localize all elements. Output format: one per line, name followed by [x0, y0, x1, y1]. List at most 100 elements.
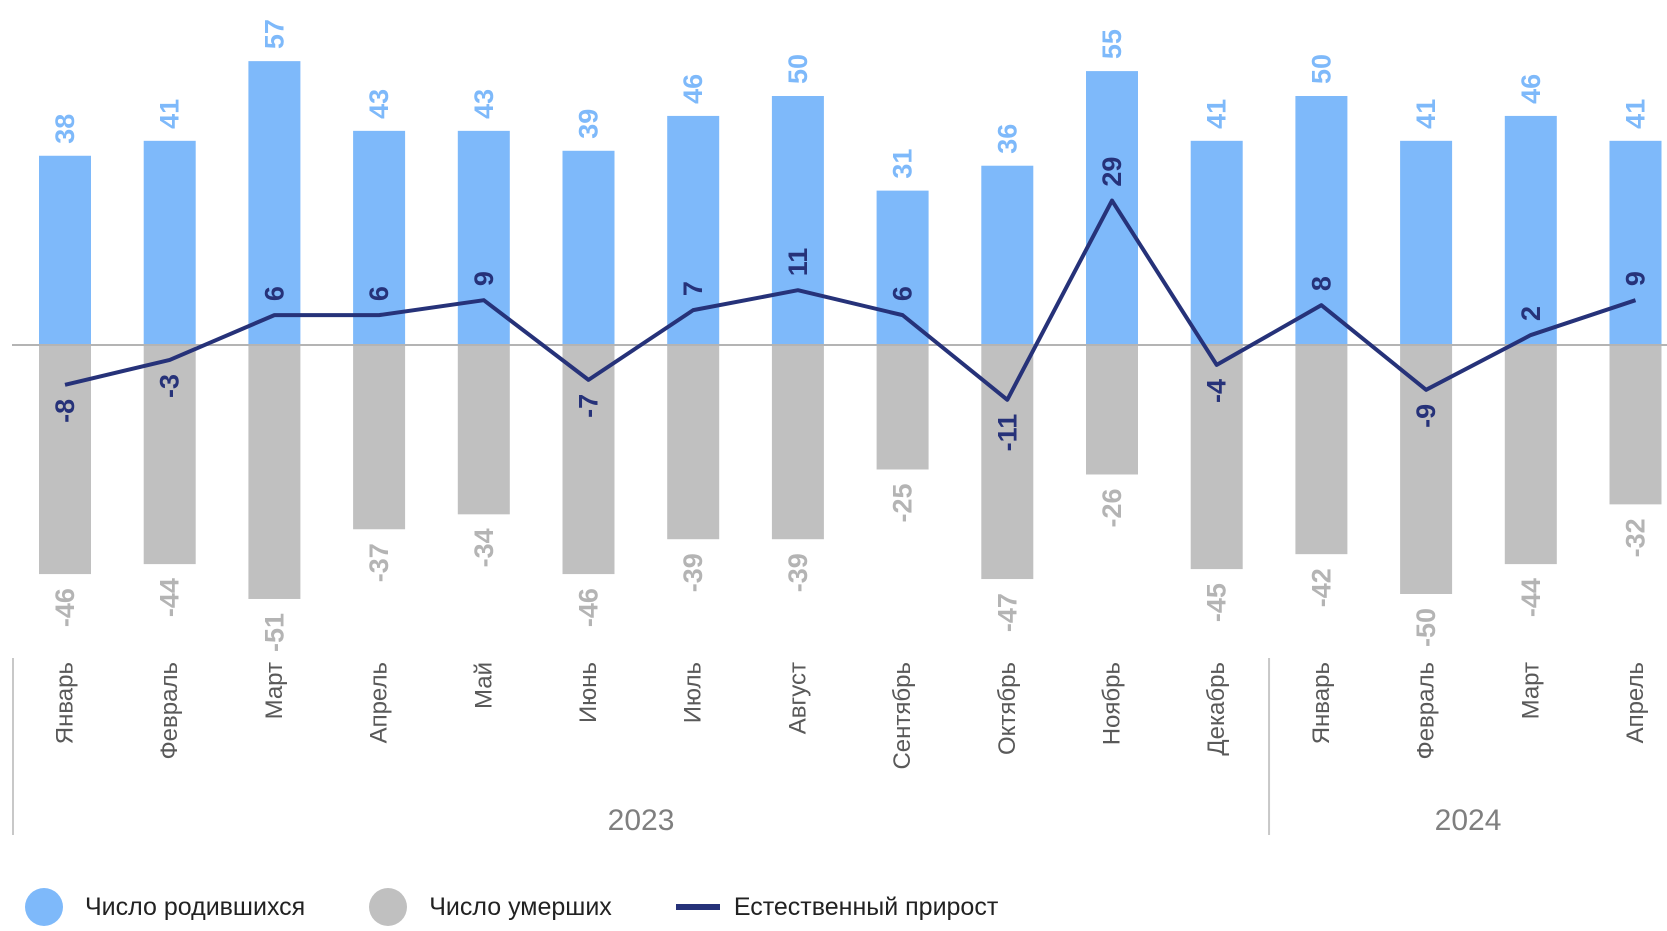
data-label-growth: -7 [574, 394, 604, 418]
tick-label-month: Октябрь [994, 662, 1021, 755]
data-label-births: 43 [364, 89, 394, 119]
data-label-births: 39 [574, 109, 604, 139]
data-label-births: 43 [469, 89, 499, 119]
tick-label-month: Июнь [575, 662, 602, 723]
legend-swatch-growth [675, 904, 720, 910]
bar-deaths [876, 345, 929, 470]
data-label-births: 55 [1097, 29, 1127, 59]
bar-deaths [771, 345, 824, 540]
legend-label-births: Число родившихся [85, 892, 306, 921]
data-label-deaths: -26 [1097, 488, 1127, 527]
data-label-births: 57 [259, 19, 289, 49]
data-label-births: 50 [783, 54, 813, 84]
data-label-births: 41 [155, 99, 185, 129]
group-label-year: 2024 [1435, 804, 1502, 837]
data-label-growth: 9 [469, 271, 499, 286]
tick-label-month: Июль [680, 662, 707, 723]
tick-label-month: Ноябрь [1099, 662, 1126, 745]
legend-label-growth: Естественный прирост [733, 892, 999, 921]
bar-births [143, 140, 196, 345]
data-label-births: 36 [992, 124, 1022, 154]
bar-deaths [667, 345, 720, 540]
bar-births [1504, 115, 1557, 345]
data-label-growth: 6 [259, 286, 289, 301]
chart: 38-46-841-44-357-51643-37643-34939-46-74… [12, 19, 1667, 837]
bar-deaths [1295, 345, 1348, 555]
bar-deaths [562, 345, 615, 575]
bar-births [1609, 140, 1662, 345]
data-label-deaths: -45 [1202, 583, 1232, 622]
bar-deaths [143, 345, 196, 565]
tick-label-month: Август [784, 662, 811, 734]
bar-births [562, 150, 615, 345]
data-label-growth: -8 [50, 399, 80, 423]
bar-births [248, 61, 301, 345]
legend-item-deaths[interactable]: Число умерших [369, 888, 612, 926]
data-label-growth: 9 [1621, 271, 1651, 286]
data-label-deaths: -46 [50, 588, 80, 627]
tick-label-month: Май [470, 662, 497, 709]
bar-births [1400, 140, 1453, 345]
tick-label-month: Январь [1308, 662, 1335, 744]
bar-births [1190, 140, 1243, 345]
data-label-births: 41 [1621, 99, 1651, 129]
data-label-growth: -11 [992, 414, 1022, 452]
data-label-growth: 8 [1306, 276, 1336, 291]
tick-label-month: Апрель [1622, 662, 1649, 743]
data-label-deaths: -47 [992, 593, 1022, 632]
group-label-year: 2023 [608, 804, 675, 837]
data-label-growth: 11 [783, 248, 813, 277]
data-label-births: 41 [1411, 99, 1441, 129]
bar-births [39, 155, 91, 345]
tick-label-month: Февраль [156, 662, 183, 760]
legend-item-births[interactable]: Число родившихся [25, 888, 305, 926]
data-label-growth: -4 [1202, 379, 1232, 403]
data-label-deaths: -34 [469, 528, 499, 567]
data-label-births: 46 [678, 74, 708, 104]
data-label-births: 41 [1202, 99, 1232, 129]
data-label-growth: 2 [1516, 306, 1546, 321]
legend-label-deaths: Число умерших [429, 892, 612, 921]
data-label-deaths: -39 [783, 553, 813, 592]
tick-label-month: Апрель [366, 662, 393, 743]
data-label-deaths: -44 [155, 578, 185, 617]
bar-deaths [248, 345, 301, 599]
series-line-growth [64, 198, 1637, 402]
data-label-growth: 29 [1097, 157, 1127, 187]
bar-births [1086, 71, 1138, 345]
data-label-deaths: -42 [1306, 568, 1336, 607]
legend-swatch-births [25, 888, 63, 926]
data-label-growth: 7 [678, 281, 708, 296]
bar-deaths [981, 345, 1034, 580]
data-label-births: 46 [1516, 74, 1546, 104]
bar-births [876, 190, 929, 345]
data-label-growth: -3 [155, 374, 185, 398]
legend: Число родившихся Число умерших Естествен… [25, 888, 1062, 926]
data-label-growth: 6 [364, 286, 394, 301]
legend-item-growth[interactable]: Естественный прирост [675, 892, 999, 922]
data-label-growth: 6 [888, 286, 918, 301]
tick-label-month: Сентябрь [889, 662, 916, 770]
tick-label-month: Январь [52, 662, 79, 744]
bar-deaths [1609, 345, 1662, 505]
bar-deaths [457, 345, 510, 515]
tick-label-month: Февраль [1413, 662, 1440, 760]
bar-births [981, 165, 1034, 345]
tick-label-month: Март [261, 662, 288, 719]
data-label-deaths: -25 [888, 484, 918, 523]
bar-deaths [1504, 345, 1557, 565]
data-label-births: 50 [1306, 54, 1336, 84]
data-label-deaths: -44 [1516, 578, 1546, 617]
tick-label-month: Декабрь [1203, 662, 1230, 756]
bar-deaths [1086, 345, 1138, 475]
data-label-births: 38 [50, 114, 80, 144]
data-label-births: 31 [888, 149, 918, 179]
tick-label-month: Март [1517, 662, 1544, 719]
bar-deaths [1190, 345, 1243, 570]
data-label-deaths: -32 [1621, 518, 1651, 557]
bar-births [353, 130, 406, 345]
data-label-growth: -9 [1411, 404, 1441, 428]
bar-deaths [353, 345, 406, 530]
data-label-deaths: -37 [364, 543, 394, 582]
bar-births [771, 96, 824, 345]
